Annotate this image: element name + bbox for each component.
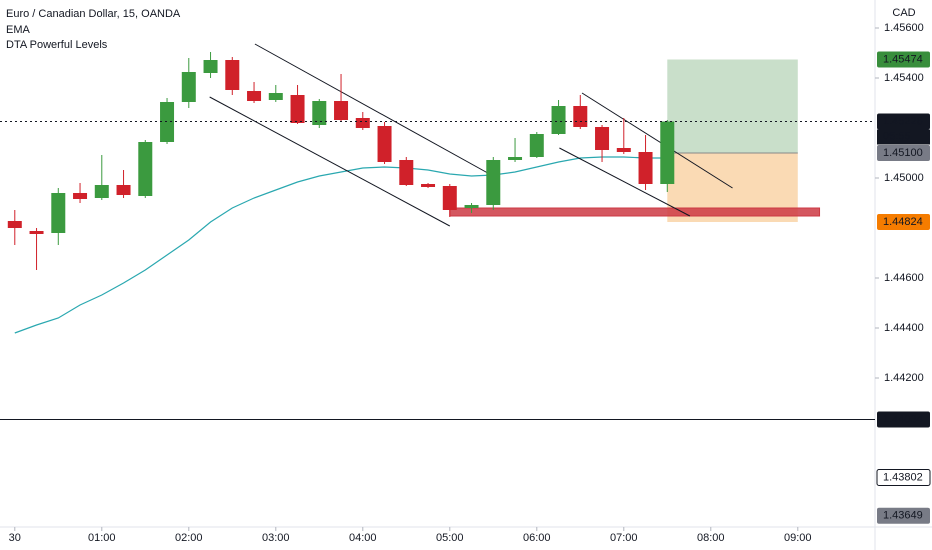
indicator-name: EMA <box>6 24 31 36</box>
candle-body <box>312 101 327 125</box>
candle-body <box>290 95 305 123</box>
candle-body <box>334 101 349 120</box>
price-tag-label: 1.44824 <box>883 216 923 228</box>
indicator-name: DTA Powerful Levels <box>6 39 108 51</box>
price-tag <box>877 113 930 130</box>
x-tick-label: 09:00 <box>784 532 812 544</box>
candle-body <box>160 102 175 142</box>
x-tick-label: 06:00 <box>523 532 551 544</box>
candle-body <box>268 93 283 100</box>
trendline <box>581 92 733 189</box>
price-tag <box>877 145 930 161</box>
x-tick-label: 03:00 <box>262 532 290 544</box>
candle-body <box>595 127 610 150</box>
candle-body <box>573 106 588 127</box>
price-tag-label: 1.43649 <box>883 510 923 522</box>
candle-body <box>421 184 436 187</box>
y-tick-label: 1.44200 <box>884 372 924 384</box>
x-tick-label: 07:00 <box>610 532 638 544</box>
price-tag-label: 1.44034 <box>883 413 923 425</box>
price-tag <box>877 51 930 68</box>
candle-body <box>7 221 22 228</box>
candle-body <box>355 118 370 128</box>
price-tag <box>877 507 930 524</box>
countdown-label: 05:55 <box>883 130 911 142</box>
x-tick-label: 04:00 <box>349 532 377 544</box>
countdown-tag <box>877 129 930 145</box>
candle-body <box>442 186 457 210</box>
x-tick-label: 05:00 <box>436 532 464 544</box>
price-tag-label: 1.43802 <box>883 471 923 483</box>
candle-body <box>377 126 392 162</box>
candle-body <box>638 152 653 184</box>
price-tag <box>877 411 930 428</box>
candle-body <box>399 160 414 185</box>
currency-label: CAD <box>892 7 915 19</box>
candle-body <box>616 148 631 152</box>
candle-body <box>181 72 196 102</box>
target-zone <box>667 59 798 153</box>
y-tick-label: 1.45400 <box>884 72 924 84</box>
candle-body <box>225 60 240 90</box>
candle-body <box>529 134 544 157</box>
y-tick-label: 1.45600 <box>884 22 924 34</box>
candle-body <box>116 185 131 195</box>
candle-body <box>486 160 501 205</box>
price-tag <box>877 214 930 230</box>
candle-body <box>51 193 66 233</box>
candle-body <box>29 231 44 234</box>
price-tag-label: 1.45474 <box>883 53 923 65</box>
trendline <box>209 96 451 227</box>
candle-body <box>247 91 262 101</box>
candle-body <box>138 142 153 196</box>
candle-body <box>203 60 218 73</box>
candle-body <box>94 185 109 198</box>
x-tick-label: 02:00 <box>175 532 203 544</box>
y-tick-label: 1.44400 <box>884 322 924 334</box>
candle-body <box>551 106 566 134</box>
price-tag-label: 1.45226 <box>883 115 923 127</box>
chart-title: Euro / Canadian Dollar, 15, OANDA <box>6 8 181 20</box>
candle-body <box>464 205 479 208</box>
trendline <box>559 147 691 217</box>
price-tag-label: 1.45100 <box>883 147 923 159</box>
price-tag <box>876 469 931 486</box>
level-zone <box>449 207 821 217</box>
y-tick-label: 1.44600 <box>884 272 924 284</box>
candle-body <box>660 121 675 184</box>
y-tick-label: 1.45000 <box>884 172 924 184</box>
trendline <box>254 43 498 179</box>
x-tick-label: 30 <box>9 532 21 544</box>
candle-body <box>73 193 88 199</box>
candle-body <box>508 157 523 160</box>
x-tick-label: 08:00 <box>697 532 725 544</box>
x-tick-label: 01:00 <box>88 532 116 544</box>
ema-line <box>14 156 668 334</box>
